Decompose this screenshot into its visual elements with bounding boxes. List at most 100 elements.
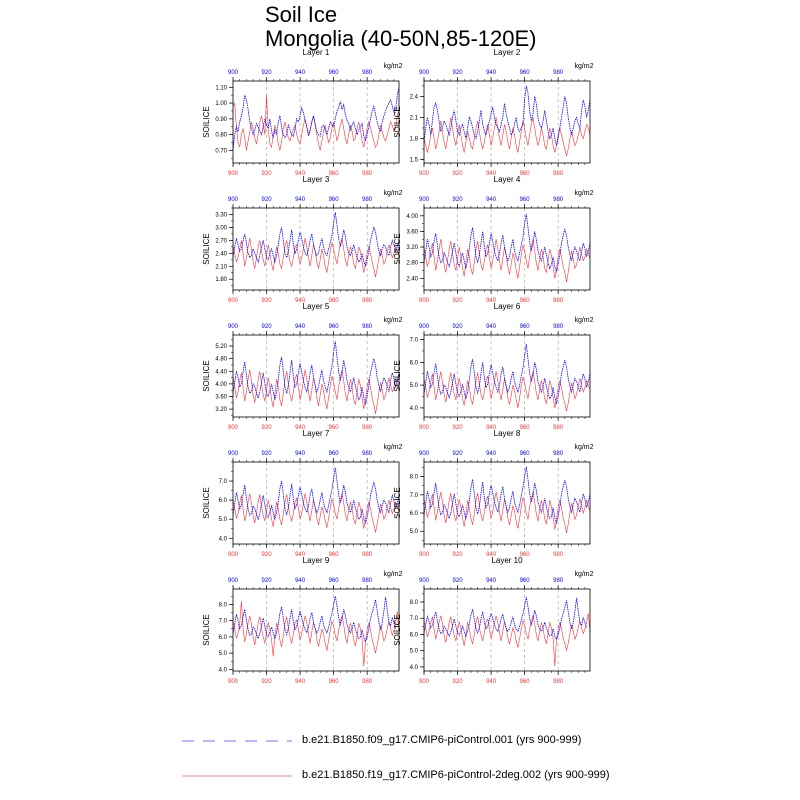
panel3-xtick-label-bottom: 920 <box>262 298 273 304</box>
panel3-ytick-label: 1.80 <box>215 277 227 283</box>
panel1-frame <box>232 80 400 164</box>
panel3-frame <box>232 207 400 291</box>
panel3-ytick-label: 3.00 <box>215 225 227 231</box>
panel5-ytick-label: 4.40 <box>215 369 227 375</box>
panel7-xtick-label-bottom: 900 <box>228 552 239 558</box>
panel2-xtick-label-top: 980 <box>553 70 564 76</box>
panel5-xtick-label-top: 920 <box>262 324 273 330</box>
panel10-xtick-label-top: 980 <box>553 578 564 584</box>
panel8-ylabel: SOILICE <box>393 487 402 519</box>
panel3-xtick-label-top: 980 <box>362 197 373 203</box>
panel2-xtick-label-top: 960 <box>520 70 531 76</box>
panel7-xtick-label-bottom: 940 <box>295 552 306 558</box>
panel2-ylabel: SOILICE <box>393 106 402 138</box>
panel10-xtick-label-bottom: 940 <box>486 679 497 685</box>
panel1-ytick-label: 0.90 <box>215 117 227 123</box>
panel10-ytick-label: 8.0 <box>410 600 419 606</box>
panel5-xtick-label-bottom: 980 <box>362 425 373 431</box>
panel5-ytick-label: 3.20 <box>215 407 227 413</box>
panel2-xtick-label-bottom: 940 <box>486 171 497 177</box>
panel9-xtick-label-top: 940 <box>295 578 306 584</box>
panel5-ytick-label: 5.20 <box>215 344 227 350</box>
panel10-ytick-label: 5.0 <box>410 649 419 655</box>
panel4-xtick-label-top: 920 <box>453 197 464 203</box>
panel10-title: Layer 10 <box>491 556 523 565</box>
panel5-title: Layer 5 <box>303 302 330 311</box>
panel1-units: kg/m2 <box>383 63 402 70</box>
panel8-units: kg/m2 <box>574 444 593 451</box>
panel3-units: kg/m2 <box>383 190 402 197</box>
panel9-ytick-label: 7.0 <box>219 619 228 625</box>
panel4-xtick-label-top: 940 <box>486 197 497 203</box>
panel4-xtick-label-top: 900 <box>419 197 430 203</box>
panel3-xtick-label-top: 940 <box>295 197 306 203</box>
panel2-xtick-label-bottom: 960 <box>520 171 531 177</box>
panel3-xtick-label-top: 960 <box>329 197 340 203</box>
panel1-title: Layer 1 <box>303 48 330 57</box>
panel10-frame <box>423 588 591 672</box>
panel7-frame <box>232 461 400 545</box>
panel3-xtick-label-bottom: 960 <box>329 298 340 304</box>
panel2-xtick-label-top: 900 <box>419 70 430 76</box>
panel8-frame <box>423 461 591 545</box>
panel7-xtick-label-top: 960 <box>329 451 340 457</box>
panel3-title: Layer 3 <box>303 175 330 184</box>
panel10-xtick-label-bottom: 980 <box>553 679 564 685</box>
panel2-series-run1 <box>423 85 591 146</box>
panel10-ylabel: SOILICE <box>393 614 402 646</box>
panel1-xtick-label-top: 900 <box>228 70 239 76</box>
panel2-xtick-label-top: 940 <box>486 70 497 76</box>
panel5-xtick-label-bottom: 920 <box>262 425 273 431</box>
panel7-units: kg/m2 <box>383 444 402 451</box>
panel9-xtick-label-bottom: 900 <box>228 679 239 685</box>
panel1-ytick-label: 1.10 <box>215 85 227 91</box>
legend-label-run1: b.e21.B1850.f09_g17.CMIP6-piControl.001 … <box>302 734 582 746</box>
panel10-series-run1 <box>423 597 587 641</box>
panel1-xtick-label-top: 980 <box>362 70 373 76</box>
panel4-series-run2 <box>423 239 591 283</box>
panel7-xtick-label-top: 980 <box>362 451 373 457</box>
panel9-xtick-label-bottom: 940 <box>295 679 306 685</box>
panel4-xtick-label-bottom: 900 <box>419 298 430 304</box>
panel5-frame <box>232 334 400 418</box>
panel9-series-run2 <box>232 601 400 667</box>
panel5-ylabel: SOILICE <box>202 360 211 392</box>
panel4-ytick-label: 3.20 <box>406 245 418 251</box>
panel1-xtick-label-bottom: 960 <box>329 171 340 177</box>
panel7-xtick-label-top: 920 <box>262 451 273 457</box>
panel5-xtick-label-top: 960 <box>329 324 340 330</box>
panel7-xtick-label-bottom: 960 <box>329 552 340 558</box>
panel4-ytick-label: 2.40 <box>406 276 418 282</box>
panel5-series-run2 <box>232 369 400 414</box>
panel8-xtick-label-bottom: 980 <box>553 552 564 558</box>
panel6-ytick-label: 4.0 <box>410 406 419 412</box>
panel2-ytick-label: 1.8 <box>410 136 419 142</box>
panel1-xtick-label-bottom: 940 <box>295 171 306 177</box>
panel4-ytick-label: 4.00 <box>406 214 418 220</box>
panel7-series-run2 <box>232 493 400 533</box>
panel8-ytick-label: 6.0 <box>410 511 419 517</box>
panel8-xtick-label-bottom: 900 <box>419 552 430 558</box>
panel9-ytick-label: 6.0 <box>219 635 228 641</box>
panel8-series-run1 <box>423 466 591 525</box>
panel2-ytick-label: 2.4 <box>410 94 419 100</box>
panel7-series-run1 <box>232 467 400 525</box>
panel6-title: Layer 6 <box>494 302 521 311</box>
panel9-ytick-label: 8.0 <box>219 602 228 608</box>
panel4-series-run1 <box>423 213 591 273</box>
panel6-xtick-label-top: 960 <box>520 324 531 330</box>
panel8-series-run2 <box>423 492 591 534</box>
panel3-xtick-label-top: 900 <box>228 197 239 203</box>
panel6-units: kg/m2 <box>574 317 593 324</box>
panel3-ytick-label: 2.70 <box>215 238 227 244</box>
panel2-title: Layer 2 <box>494 48 521 57</box>
panel3-xtick-label-bottom: 940 <box>295 298 306 304</box>
panel3-ytick-label: 2.40 <box>215 251 227 257</box>
panel4-xtick-label-bottom: 980 <box>553 298 564 304</box>
panel10-xtick-label-top: 920 <box>453 578 464 584</box>
panel5-series-run1 <box>232 341 400 405</box>
panel4-ytick-label: 2.80 <box>406 261 418 267</box>
panel7-xtick-label-top: 900 <box>228 451 239 457</box>
panel6-xtick-label-top: 920 <box>453 324 464 330</box>
panel2-xtick-label-bottom: 900 <box>419 171 430 177</box>
